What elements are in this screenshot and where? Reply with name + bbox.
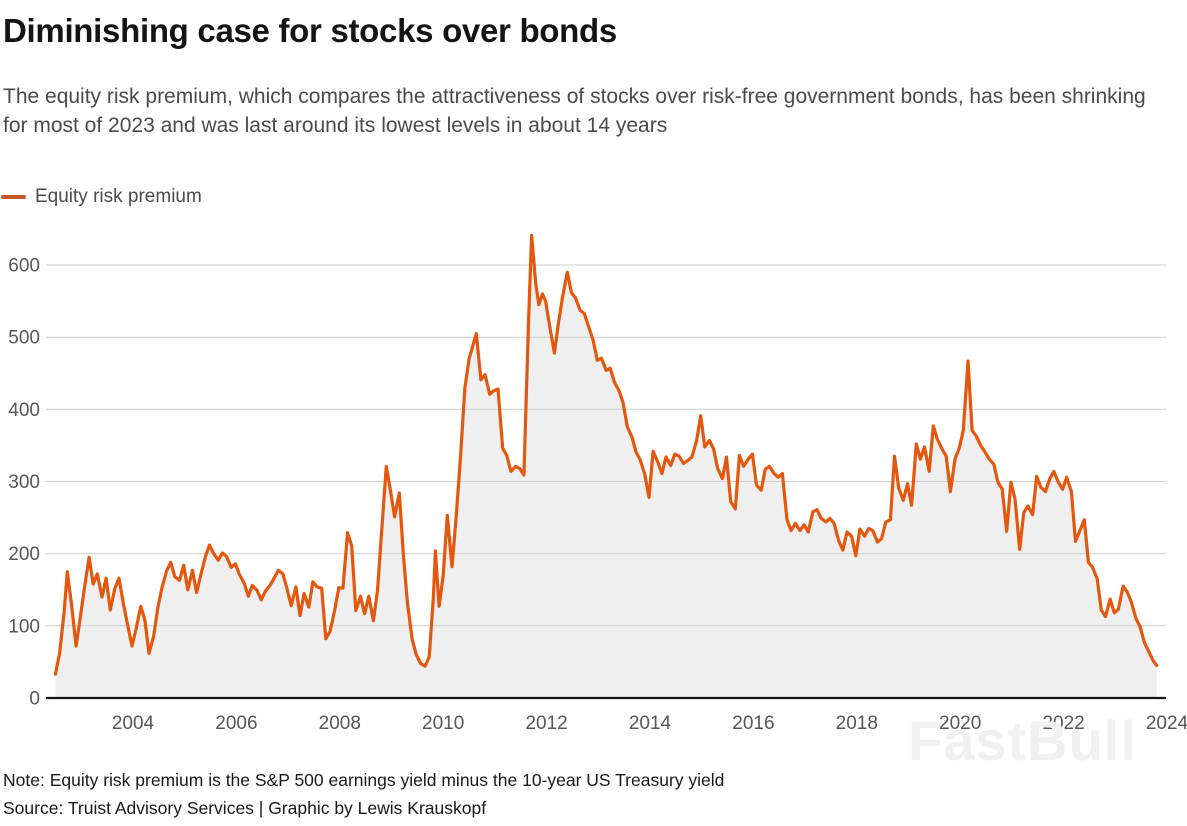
y-tick-label-0: 0	[29, 689, 40, 710]
source-text: Source: Truist Advisory Services | Graph…	[3, 798, 487, 818]
fastbull-watermark: FastBull	[908, 709, 1137, 772]
y-tick-label-600: 600	[8, 256, 40, 277]
y-tick-label-500: 500	[8, 328, 40, 349]
x-tick-label-2022: 2022	[1042, 713, 1084, 734]
y-tick-label-100: 100	[8, 616, 40, 637]
x-tick-label-2012: 2012	[525, 713, 567, 734]
chart-title: Diminishing case for stocks over bonds	[3, 12, 617, 49]
legend: Equity risk premium	[1, 186, 202, 208]
x-tick-label-2020: 2020	[939, 713, 981, 734]
x-tick-label-2004: 2004	[112, 713, 155, 734]
x-tick-label-2024: 2024	[1146, 713, 1187, 734]
note-text: Note: Equity risk premium is the S&P 500…	[3, 770, 725, 790]
legend-line-swatch	[1, 195, 26, 199]
y-tick-label-400: 400	[8, 400, 40, 421]
x-tick-label-2006: 2006	[215, 713, 257, 734]
legend-label: Equity risk premium	[35, 186, 202, 207]
x-tick-label-2008: 2008	[319, 713, 361, 734]
series-area-fill	[55, 235, 1157, 698]
x-tick-label-2018: 2018	[836, 713, 878, 734]
y-tick-label-300: 300	[8, 472, 40, 493]
y-tick-label-200: 200	[8, 544, 40, 565]
equity-risk-premium-line	[53, 233, 1159, 676]
chart-subtitle: The equity risk premium, which compares …	[3, 85, 1146, 137]
x-tick-label-2010: 2010	[422, 713, 464, 734]
x-tick-label-2016: 2016	[732, 713, 774, 734]
x-tick-label-2014: 2014	[629, 713, 672, 734]
